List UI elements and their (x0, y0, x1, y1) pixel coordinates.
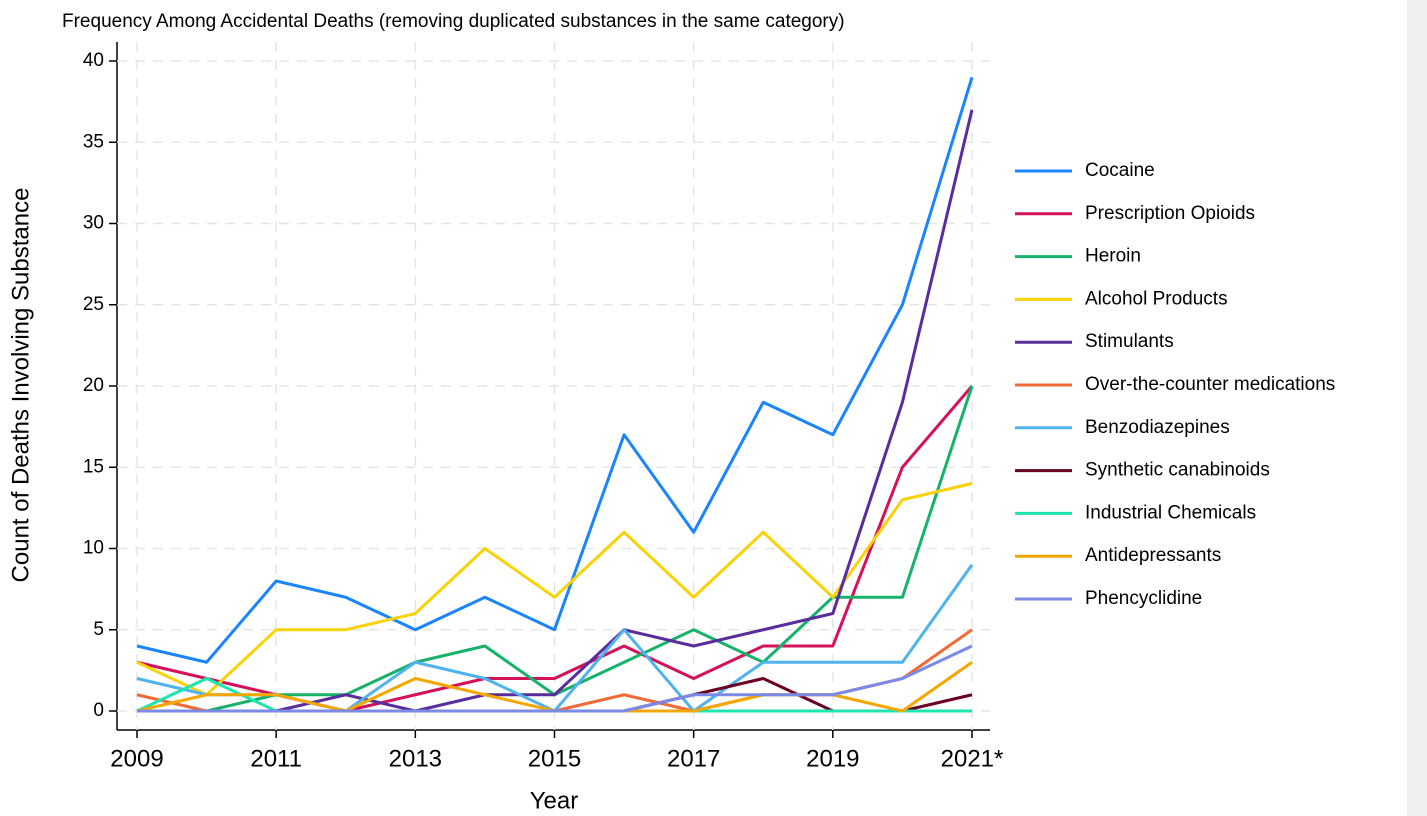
legend-label: Over-the-counter medications (1085, 374, 1335, 395)
legend-label: Alcohol Products (1085, 288, 1228, 309)
y-tick-label: 25 (83, 294, 104, 315)
legend-label: Prescription Opioids (1085, 203, 1255, 224)
legend-label: Heroin (1085, 246, 1141, 267)
legend-label: Antidepressants (1085, 545, 1221, 566)
x-tick-label: 2015 (528, 745, 581, 772)
x-tick-label: 2013 (389, 745, 442, 772)
series-line (136, 482, 973, 697)
y-tick-label: 20 (83, 375, 104, 396)
legend-label: Stimulants (1085, 331, 1174, 352)
y-tick-label: 10 (83, 538, 104, 559)
y-tick-label: 0 (93, 700, 104, 721)
x-tick-label: 2017 (667, 745, 720, 772)
legend-label: Industrial Chemicals (1085, 502, 1256, 523)
y-tick-label: 15 (83, 456, 104, 477)
side-strip (1407, 0, 1427, 816)
x-tick-label: 2011 (250, 745, 302, 772)
x-tick-label: 2019 (806, 745, 859, 772)
y-tick-label: 35 (83, 131, 104, 152)
legend-label: Cocaine (1085, 160, 1155, 181)
y-axis-title: Count of Deaths Involving Substance (7, 188, 34, 583)
series-line (136, 76, 974, 664)
y-tick-label: 40 (83, 50, 104, 71)
y-tick-label: 30 (83, 213, 104, 234)
legend-label: Benzodiazepines (1085, 417, 1230, 438)
x-tick-label: 2009 (110, 745, 163, 772)
legend-label: Synthetic canabinoids (1085, 460, 1270, 481)
chart-title: Frequency Among Accidental Deaths (remov… (62, 11, 845, 32)
y-tick-label: 5 (93, 619, 104, 640)
x-tick-label: 2021* (941, 745, 1004, 772)
legend-label: Phencyclidine (1085, 588, 1202, 609)
x-axis-title: Year (530, 787, 579, 814)
series-line (137, 644, 973, 713)
